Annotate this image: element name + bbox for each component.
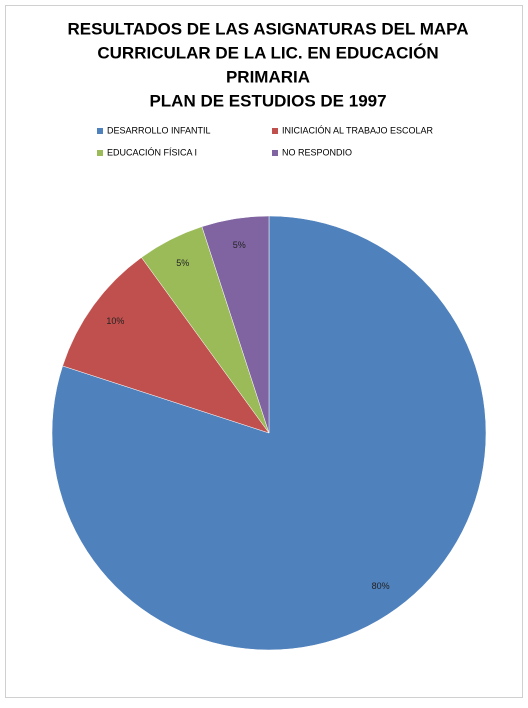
legend-swatch [272, 150, 278, 156]
data-label: 80% [372, 581, 390, 591]
legend-label: EDUCACIÓN FÍSICA I [107, 147, 197, 157]
data-label: 5% [176, 258, 189, 268]
pie-slice [201, 215, 270, 434]
legend-label: DESARROLLO INFANTIL [107, 125, 211, 135]
chart-title: PLAN DE ESTUDIOS DE 1997 [149, 91, 386, 110]
data-label: 10% [106, 316, 124, 326]
legend-swatch [97, 128, 103, 134]
pie-slice [62, 257, 270, 434]
chart-title: PRIMARIA [226, 67, 310, 86]
chart-title: RESULTADOS DE LAS ASIGNATURAS DEL MAPA [67, 19, 468, 38]
legend-swatch [97, 150, 103, 156]
data-label: 5% [233, 240, 246, 250]
chart-title: CURRICULAR DE LA LIC. EN EDUCACIÓN [97, 43, 438, 62]
legend-label: NO RESPONDIO [282, 147, 352, 157]
legend-label: INICIACIÓN AL TRABAJO ESCOLAR [282, 125, 434, 135]
legend-swatch [272, 128, 278, 134]
